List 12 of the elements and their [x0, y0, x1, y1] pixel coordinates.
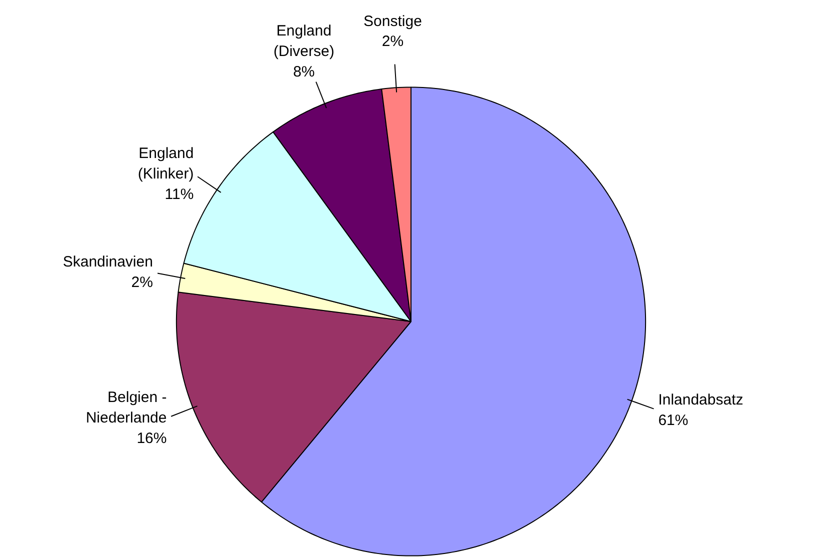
slice-label: Skandinavien — [62, 254, 153, 271]
data-label: 16% — [136, 430, 167, 448]
slice-label: Inlandabsatz — [658, 392, 744, 409]
data-label: 11% — [164, 186, 194, 203]
data-label: 2% — [131, 274, 153, 292]
data-label: 2% — [382, 33, 404, 50]
slice-label: England (Klinker) — [138, 145, 194, 182]
slice-label: Sonstige — [364, 12, 422, 30]
data-label: 61% — [658, 412, 688, 430]
data-label: 8% — [293, 63, 315, 80]
slice-label: England (Diverse) — [274, 22, 334, 60]
slice-label: Belgien - Niederlande — [86, 389, 167, 427]
